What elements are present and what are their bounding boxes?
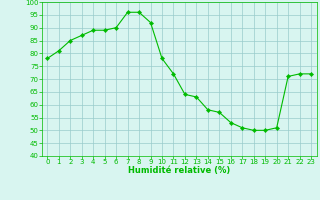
X-axis label: Humidité relative (%): Humidité relative (%) [128, 166, 230, 175]
